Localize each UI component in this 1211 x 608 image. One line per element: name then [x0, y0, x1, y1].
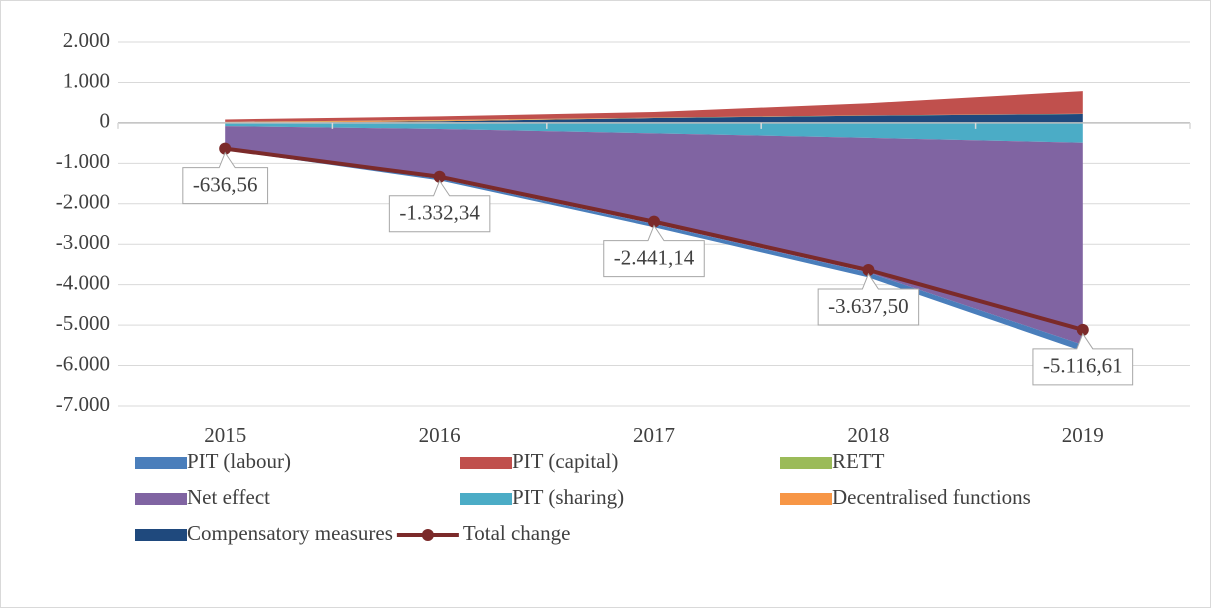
legend-marker	[421, 529, 434, 541]
x-tick-label: 2016	[419, 423, 461, 447]
legend-label: PIT (capital)	[512, 449, 618, 473]
legend-label: Net effect	[187, 485, 270, 509]
y-tick-label: 2.000	[63, 28, 110, 52]
marker	[433, 170, 446, 183]
marker	[1076, 323, 1089, 336]
label-box	[817, 272, 920, 326]
label-box	[182, 151, 269, 205]
y-tick-label: -7.000	[56, 392, 110, 416]
area	[225, 113, 1083, 123]
legend-swatch	[780, 457, 832, 469]
data-label-text: -2.441,14	[614, 245, 695, 269]
x-tick-label: 2015	[204, 423, 246, 447]
data-label-text: -636,56	[193, 172, 258, 196]
legend-swatch	[460, 457, 512, 469]
data-label-text: -1.332,34	[399, 201, 480, 225]
area	[225, 126, 1083, 345]
data-label: -636,56	[182, 151, 269, 205]
label-box	[603, 224, 705, 278]
y-tick-label: 1.000	[63, 68, 110, 92]
y-tick-label: -1.000	[56, 149, 110, 173]
data-label-text: -5.116,61	[1043, 354, 1123, 378]
marker	[648, 215, 660, 228]
data-label-text: -3.637,50	[828, 294, 909, 318]
y-tick-label: -3.000	[56, 230, 110, 254]
data-label: -5.116,61	[1032, 332, 1134, 386]
y-tick-label: -5.000	[56, 311, 110, 335]
legend-swatch	[135, 529, 187, 541]
legend-swatch	[460, 493, 512, 505]
label-box	[388, 179, 491, 233]
legend-swatch	[135, 457, 187, 469]
legend-label: RETT	[832, 449, 885, 473]
area	[225, 122, 1083, 143]
marker	[219, 142, 232, 155]
y-tick-label: -4.000	[56, 270, 110, 294]
label-box	[1032, 332, 1134, 386]
y-tick-label: -6.000	[56, 351, 110, 375]
legend-label: Decentralised functions	[832, 485, 1031, 509]
data-label: -2.441,14	[603, 224, 705, 278]
legend-label: PIT (labour)	[187, 449, 291, 473]
legend-label: Compensatory measures	[187, 521, 393, 545]
legend-swatch	[780, 493, 832, 505]
x-tick-label: 2017	[633, 423, 675, 447]
x-tick-label: 2019	[1062, 423, 1104, 447]
legend-label: PIT (sharing)	[512, 485, 624, 509]
x-tick-label: 2018	[847, 423, 889, 447]
y-tick-label: 0	[100, 109, 111, 133]
area	[225, 113, 1083, 123]
marker	[862, 264, 875, 277]
legend-label: Total change	[463, 521, 571, 545]
y-tick-label: -2.000	[56, 190, 110, 214]
legend-swatch	[135, 493, 187, 505]
data-label: -3.637,50	[817, 272, 920, 326]
area	[225, 113, 1083, 123]
data-label: -1.332,34	[388, 179, 491, 233]
area	[225, 91, 1083, 122]
